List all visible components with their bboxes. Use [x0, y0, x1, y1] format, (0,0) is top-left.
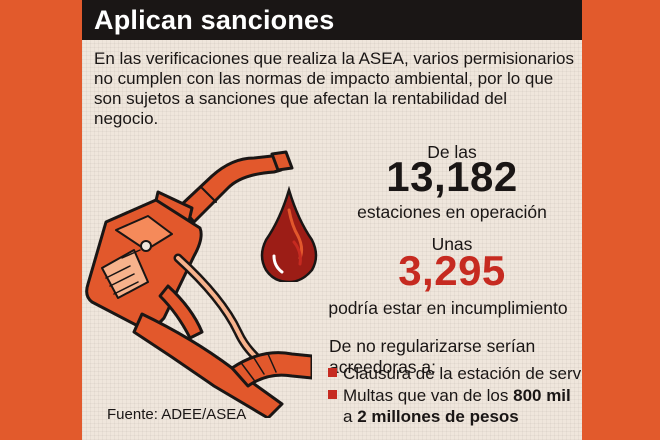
- title: Aplican sanciones: [94, 5, 335, 35]
- infographic-card: Aplican sanciones En las verificaciones …: [82, 0, 582, 440]
- source-credit: Fuente: ADEE/ASEA: [107, 406, 247, 423]
- fuel-drop-icon: [260, 186, 318, 282]
- red-square-bullet-icon: [328, 368, 337, 377]
- fines-text-line2: a: [343, 407, 358, 426]
- stat-total-suffix: estaciones en operación: [357, 202, 547, 222]
- stat-total-prefix: De las: [427, 142, 477, 162]
- consequence-item-closure-text: Clausura de la estación de servicio: [343, 364, 582, 383]
- fuel-nozzle-illustration: [85, 150, 312, 418]
- fines-max-amount: 2 millones de pesos: [357, 407, 519, 426]
- stat-total-value: 13,182: [386, 153, 518, 200]
- title-bar: Aplican sanciones: [82, 0, 582, 40]
- stat-noncompliant-prefix: Unas: [431, 234, 473, 254]
- stat-noncompliant-suffix: podría estar en incumplimiento: [328, 298, 568, 318]
- intro-paragraph: En las verificaciones que realiza la ASE…: [94, 49, 575, 128]
- stat-noncompliant-value: 3,295: [398, 247, 506, 294]
- fines-text-start: Multas que van de los: [343, 386, 514, 405]
- consequences-heading: De no regularizarse serían acreedoras a:: [329, 336, 536, 377]
- fines-min-amount: 800 mil: [513, 386, 571, 405]
- consequence-item-closure: Clausura de la estación de servicio: [328, 364, 582, 384]
- consequence-item-fines: Multas que van de los 800 mil: [328, 386, 571, 406]
- red-square-bullet-icon: [328, 390, 337, 399]
- consequence-item-fines-line2: a 2 millones de pesos: [328, 407, 519, 427]
